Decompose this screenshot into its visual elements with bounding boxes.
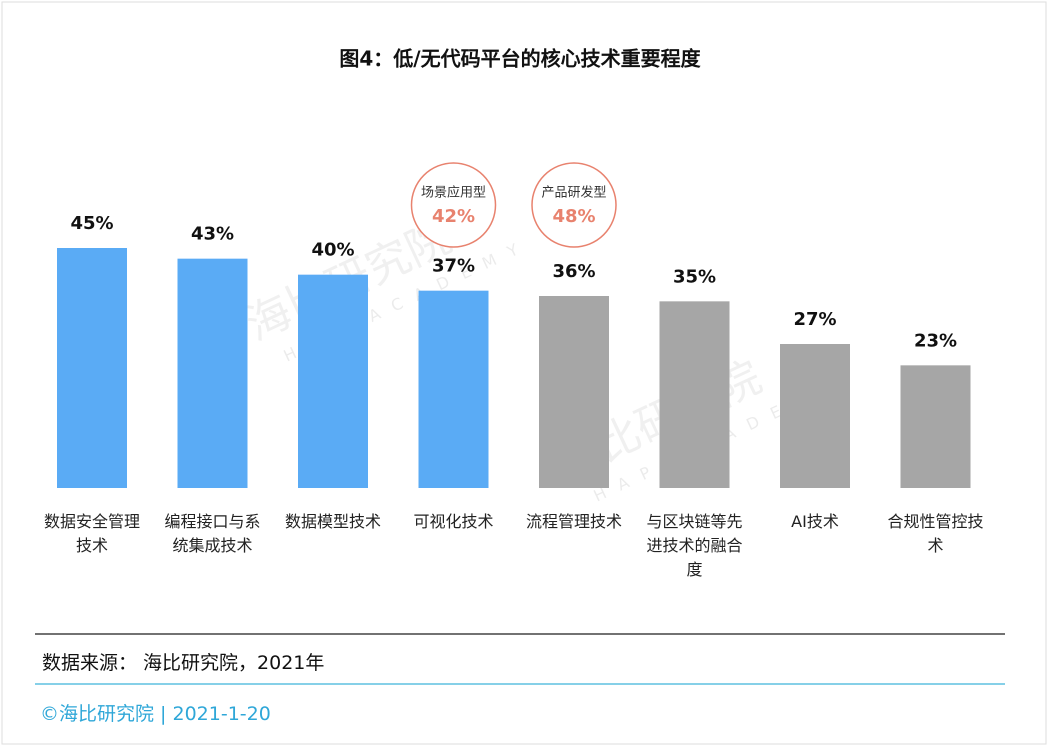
value-label: 43%: [191, 224, 234, 245]
bar: [780, 344, 850, 488]
bar: [177, 258, 248, 488]
bar: [659, 301, 730, 488]
bar: [900, 365, 971, 488]
x-tick-label: AI技术: [791, 512, 839, 531]
annotation-label: 42%: [432, 206, 475, 227]
footer: ©海比研究院 | 2021-1-20: [40, 703, 271, 725]
x-tick-label: 流程管理技术: [525, 512, 622, 531]
x-tick-label: 可视化技术: [413, 512, 494, 531]
value-label: 36%: [552, 261, 595, 282]
value-label: 23%: [914, 330, 957, 351]
value-label: 27%: [793, 309, 836, 330]
x-tick-label: 合规性管控技术: [887, 512, 984, 555]
value-label: 35%: [673, 266, 716, 287]
annotation-label: 48%: [552, 206, 595, 227]
x-tick-label: 数据安全管理技术: [43, 512, 140, 555]
x-tick-label: 数据模型技术: [284, 512, 381, 531]
bar: [57, 248, 127, 488]
bar: [418, 290, 489, 488]
bar: [539, 296, 609, 488]
bar: [298, 274, 368, 488]
value-label: 45%: [70, 213, 113, 234]
value-label: 37%: [432, 256, 475, 277]
x-tick-label: 编程接口与系统集成技术: [164, 512, 261, 555]
source: 数据来源： 海比研究院，2021年: [42, 652, 325, 674]
value-label: 40%: [311, 240, 354, 261]
x-tick-label: 与区块链等先进技术的融合度: [646, 512, 743, 579]
annotation-circle: [410, 162, 497, 248]
annotation-text: 产品研发型: [541, 185, 606, 201]
chart-title: 图4：低/无代码平台的核心技术重要程度: [339, 47, 701, 71]
annotation-text: 场景应用型: [421, 185, 486, 201]
annotation-circle: [531, 162, 617, 248]
